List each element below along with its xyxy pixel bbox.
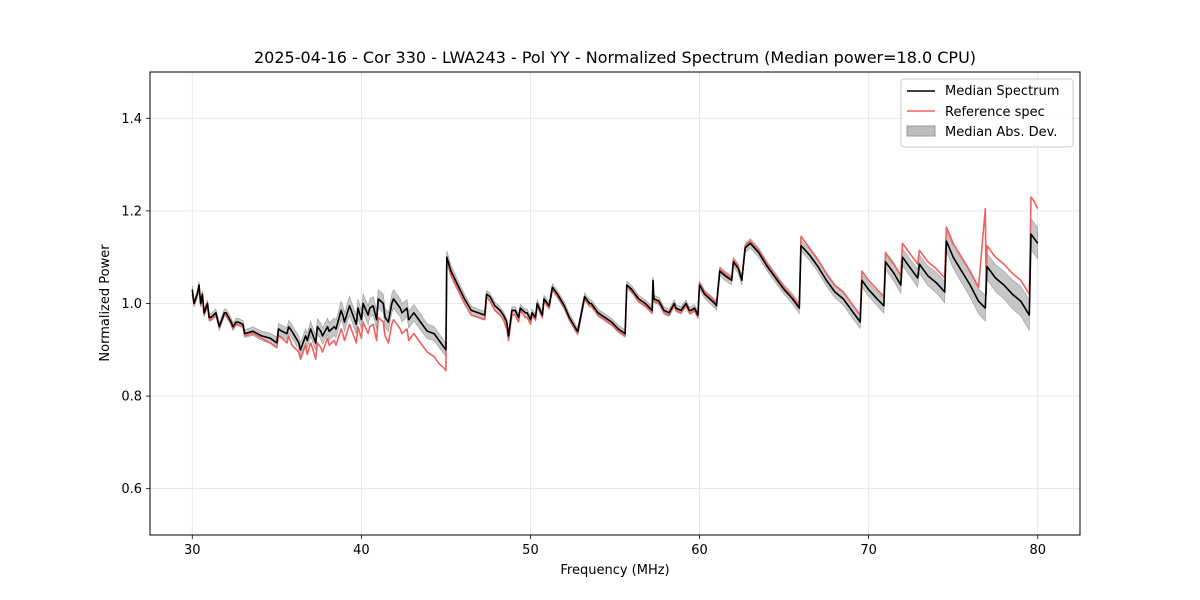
y-axis-label: Normalized Power [98, 244, 113, 362]
x-tick-label: 40 [353, 543, 370, 558]
plot-area [191, 196, 1039, 372]
x-tick-label: 30 [184, 543, 201, 558]
x-axis-label: Frequency (MHz) [560, 563, 669, 578]
legend-median-label: Median Spectrum [945, 84, 1059, 99]
legend: Median Spectrum Reference spec Median Ab… [900, 78, 1074, 148]
y-tick-label: 0.8 [121, 390, 142, 405]
y-tick-label: 1.0 [121, 297, 142, 312]
x-tick-label: 50 [522, 543, 539, 558]
chart-title: 2025-04-16 - Cor 330 - LWA243 - Pol YY -… [254, 48, 976, 67]
legend-reference-label: Reference spec [945, 105, 1045, 120]
y-tick-label: 1.2 [121, 204, 142, 219]
y-tick-label: 0.6 [121, 482, 142, 497]
legend-mad-label: Median Abs. Dev. [945, 125, 1057, 140]
x-tick-label: 70 [860, 543, 877, 558]
x-tick-label: 60 [691, 543, 708, 558]
y-tick-label: 1.4 [121, 112, 142, 127]
x-tick-label: 80 [1029, 543, 1046, 558]
legend-mad-swatch [906, 125, 936, 137]
legend-box [900, 78, 1074, 148]
median-spectrum-line [191, 233, 1039, 351]
axis-ticks: 30 40 50 60 70 80 0.6 0.8 1.0 1.2 1.4 [121, 112, 1046, 558]
